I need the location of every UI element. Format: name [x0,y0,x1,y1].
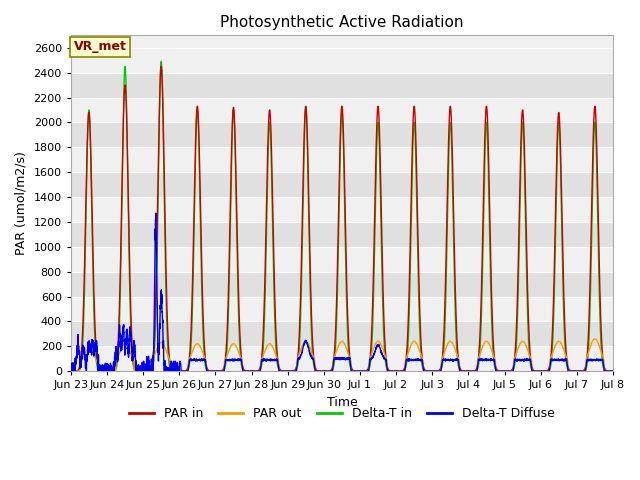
Bar [71,222,613,247]
Bar [71,97,613,122]
Bar [71,297,613,322]
Bar [71,247,613,272]
Legend: PAR in, PAR out, Delta-T in, Delta-T Diffuse: PAR in, PAR out, Delta-T in, Delta-T Dif… [124,402,560,425]
Y-axis label: PAR (umol/m2/s): PAR (umol/m2/s) [15,151,28,255]
Bar [71,122,613,147]
X-axis label: Time: Time [326,396,357,408]
Bar [71,48,613,72]
Bar [71,147,613,172]
Bar [71,72,613,97]
Bar [71,322,613,346]
Bar [71,197,613,222]
Text: VR_met: VR_met [74,40,127,53]
Title: Photosynthetic Active Radiation: Photosynthetic Active Radiation [220,15,463,30]
Bar [71,172,613,197]
Bar [71,346,613,371]
Bar [71,272,613,297]
